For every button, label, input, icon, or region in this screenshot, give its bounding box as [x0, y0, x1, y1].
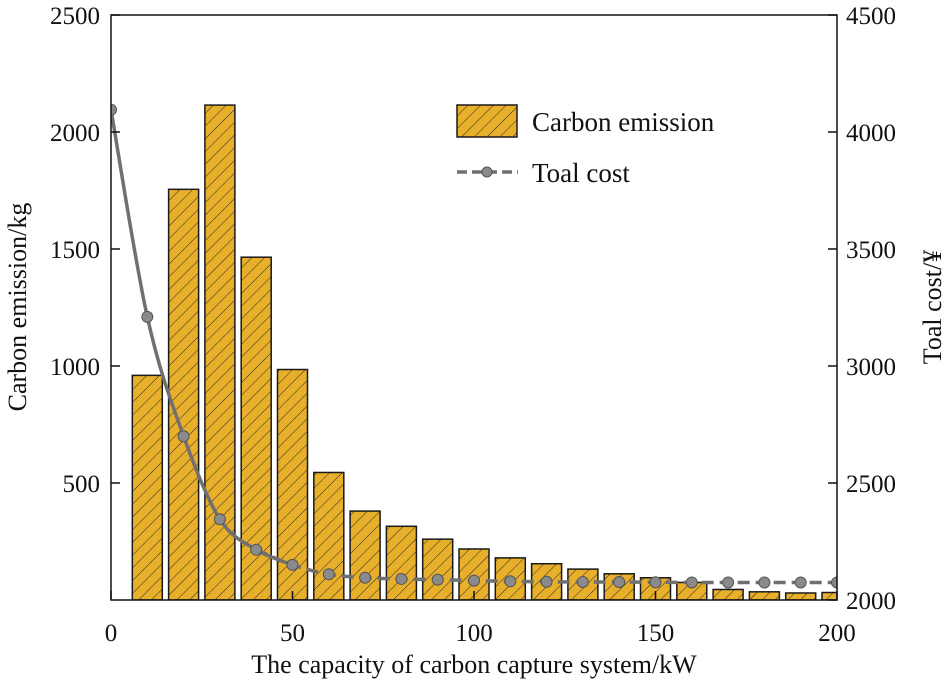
y-tick-label: 2000: [50, 120, 100, 147]
bar-190kw: [784, 592, 817, 600]
bar-170kw: [712, 588, 744, 600]
cost-point-50kw: [286, 558, 299, 571]
y2-tick-label: 2000: [846, 588, 896, 615]
cost-point-80kw: [395, 572, 408, 585]
y2-axis-title: Toal cost/¥: [918, 250, 947, 364]
cost-point-190kw: [794, 576, 807, 589]
cost-line-group: [111, 103, 837, 589]
cost-point-140kw: [613, 575, 626, 588]
cost-point-150kw: [649, 576, 662, 589]
legend: Carbon emission Toal cost: [456, 104, 715, 188]
cost-point-30kw: [213, 513, 226, 526]
cost-point-70kw: [359, 571, 372, 584]
bar-60kw: [313, 471, 345, 600]
bar-10kw: [131, 374, 164, 600]
cost-point-110kw: [504, 575, 517, 588]
y2-tick-label: 4000: [846, 120, 896, 147]
cost-point-200kw: [831, 576, 837, 589]
cost-point-0kw: [111, 103, 117, 116]
x-axis-title: The capacity of carbon capture system/kW: [251, 650, 697, 679]
cost-point-90kw: [431, 573, 444, 586]
cost-point-160kw: [685, 576, 698, 589]
y2-tick-label: 4500: [846, 3, 896, 30]
legend-label-carbon-emission: Carbon emission: [532, 107, 715, 137]
y2-tick-label: 3500: [846, 237, 896, 264]
cost-point-130kw: [576, 575, 589, 588]
x-tick-label: 50: [280, 620, 305, 647]
cost-point-10kw: [141, 310, 154, 323]
cost-point-60kw: [322, 568, 335, 581]
y-tick-label: 500: [63, 471, 101, 498]
y2-tick-label: 3000: [846, 354, 896, 381]
bar-70kw: [349, 510, 381, 600]
x-tick-label: 0: [105, 620, 118, 647]
x-tick-label: 100: [455, 620, 493, 647]
cost-point-100kw: [468, 574, 480, 587]
bar-80kw: [385, 525, 418, 600]
y-tick-label: 1000: [50, 354, 100, 381]
bars-group: [131, 104, 837, 600]
cost-point-120kw: [540, 575, 553, 588]
bar-180kw: [748, 591, 781, 600]
bar-130kw: [567, 568, 599, 600]
x-tick-label: 150: [637, 620, 675, 647]
y-tick-label: 1500: [50, 237, 100, 264]
legend-label-total-cost: Toal cost: [532, 158, 630, 188]
bar-20kw: [167, 188, 200, 600]
legend-marker-total-cost: [481, 166, 493, 178]
axes-group: 0 50 100 150 200 500 1000 1500 2000 2500 2000 2500 3…: [50, 3, 896, 647]
y-tick-label: 2500: [50, 3, 100, 30]
bar-30kw: [204, 104, 236, 600]
y-axis-title: Carbon emission/kg: [3, 203, 32, 412]
bar-90kw: [421, 538, 454, 600]
bar-200kw: [821, 591, 837, 600]
cost-point-40kw: [250, 543, 263, 556]
x-tick-label: 200: [818, 620, 856, 647]
cost-point-170kw: [722, 576, 735, 589]
legend-swatch-carbon-emission: [456, 104, 518, 138]
y2-tick-label: 2500: [846, 471, 896, 498]
cost-point-180kw: [758, 576, 771, 589]
cost-point-20kw: [177, 430, 190, 443]
